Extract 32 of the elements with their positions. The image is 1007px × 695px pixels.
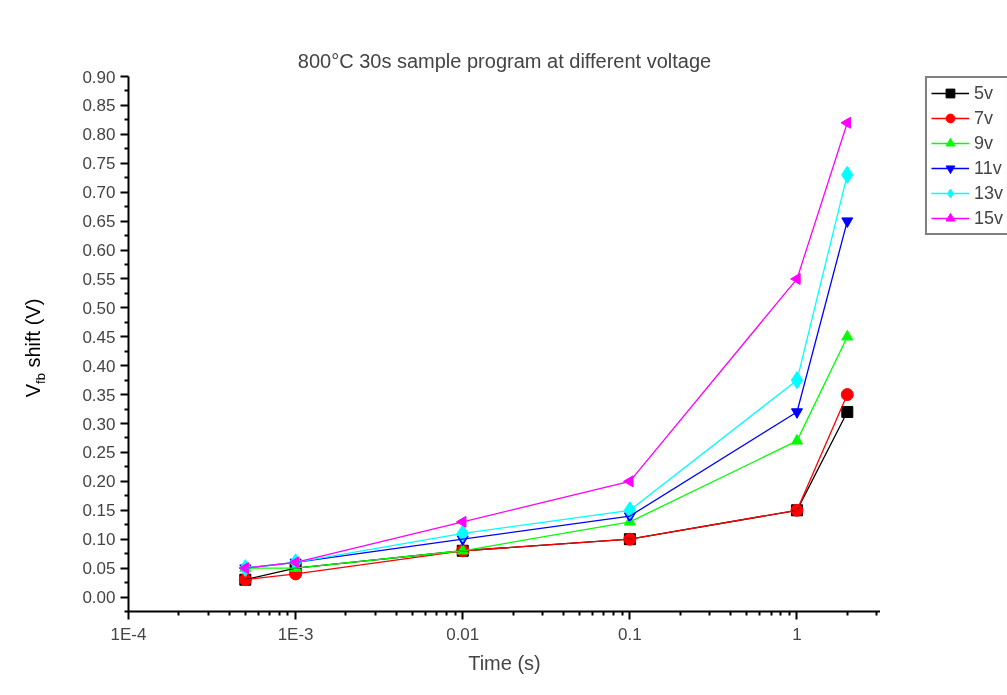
legend-label: 9v	[973, 132, 994, 154]
x-tick-label: 0.1	[618, 624, 642, 644]
y-tick-label: 0.85	[82, 96, 116, 116]
y-tick-label: 0.20	[82, 472, 116, 492]
y-tick-label: 0.75	[82, 154, 116, 174]
y-tick-label: 0.60	[82, 241, 116, 261]
y-tick-label: 0.50	[82, 298, 116, 318]
chart-title: 800°C 30s sample program at different voltage	[297, 49, 712, 72]
y-tick-label: 0.05	[82, 559, 116, 579]
y-tick-label: 0.65	[82, 212, 116, 232]
y-tick-label: 0.00	[82, 588, 116, 608]
legend-label: 13v	[973, 182, 1003, 204]
y-tick-label: 0.25	[82, 443, 116, 463]
legend-label: 5v	[973, 82, 994, 104]
y-tick-label: 0.55	[82, 269, 116, 289]
y-tick-label: 0.10	[82, 530, 116, 550]
legend-label: 7v	[973, 107, 994, 129]
legend-label: 11v	[973, 157, 1002, 179]
y-tick-label: 0.45	[82, 327, 116, 347]
x-tick-label: 1E-3	[277, 624, 314, 644]
y-tick-label: 0.70	[82, 183, 116, 203]
y-tick-label: 0.80	[82, 125, 116, 145]
x-axis-title: Time (s)	[468, 651, 541, 674]
y-tick-label: 0.90	[82, 67, 116, 87]
y-tick-label: 0.40	[82, 356, 116, 376]
legend-label: 15v	[973, 207, 1003, 229]
y-tick-label: 0.30	[82, 414, 116, 434]
y-tick-label: 0.15	[82, 501, 116, 521]
x-tick-label: 0.01	[446, 624, 480, 644]
y-tick-label: 0.35	[82, 385, 116, 405]
x-tick-label: 1E-4	[110, 624, 147, 644]
x-tick-label: 1	[792, 624, 802, 644]
